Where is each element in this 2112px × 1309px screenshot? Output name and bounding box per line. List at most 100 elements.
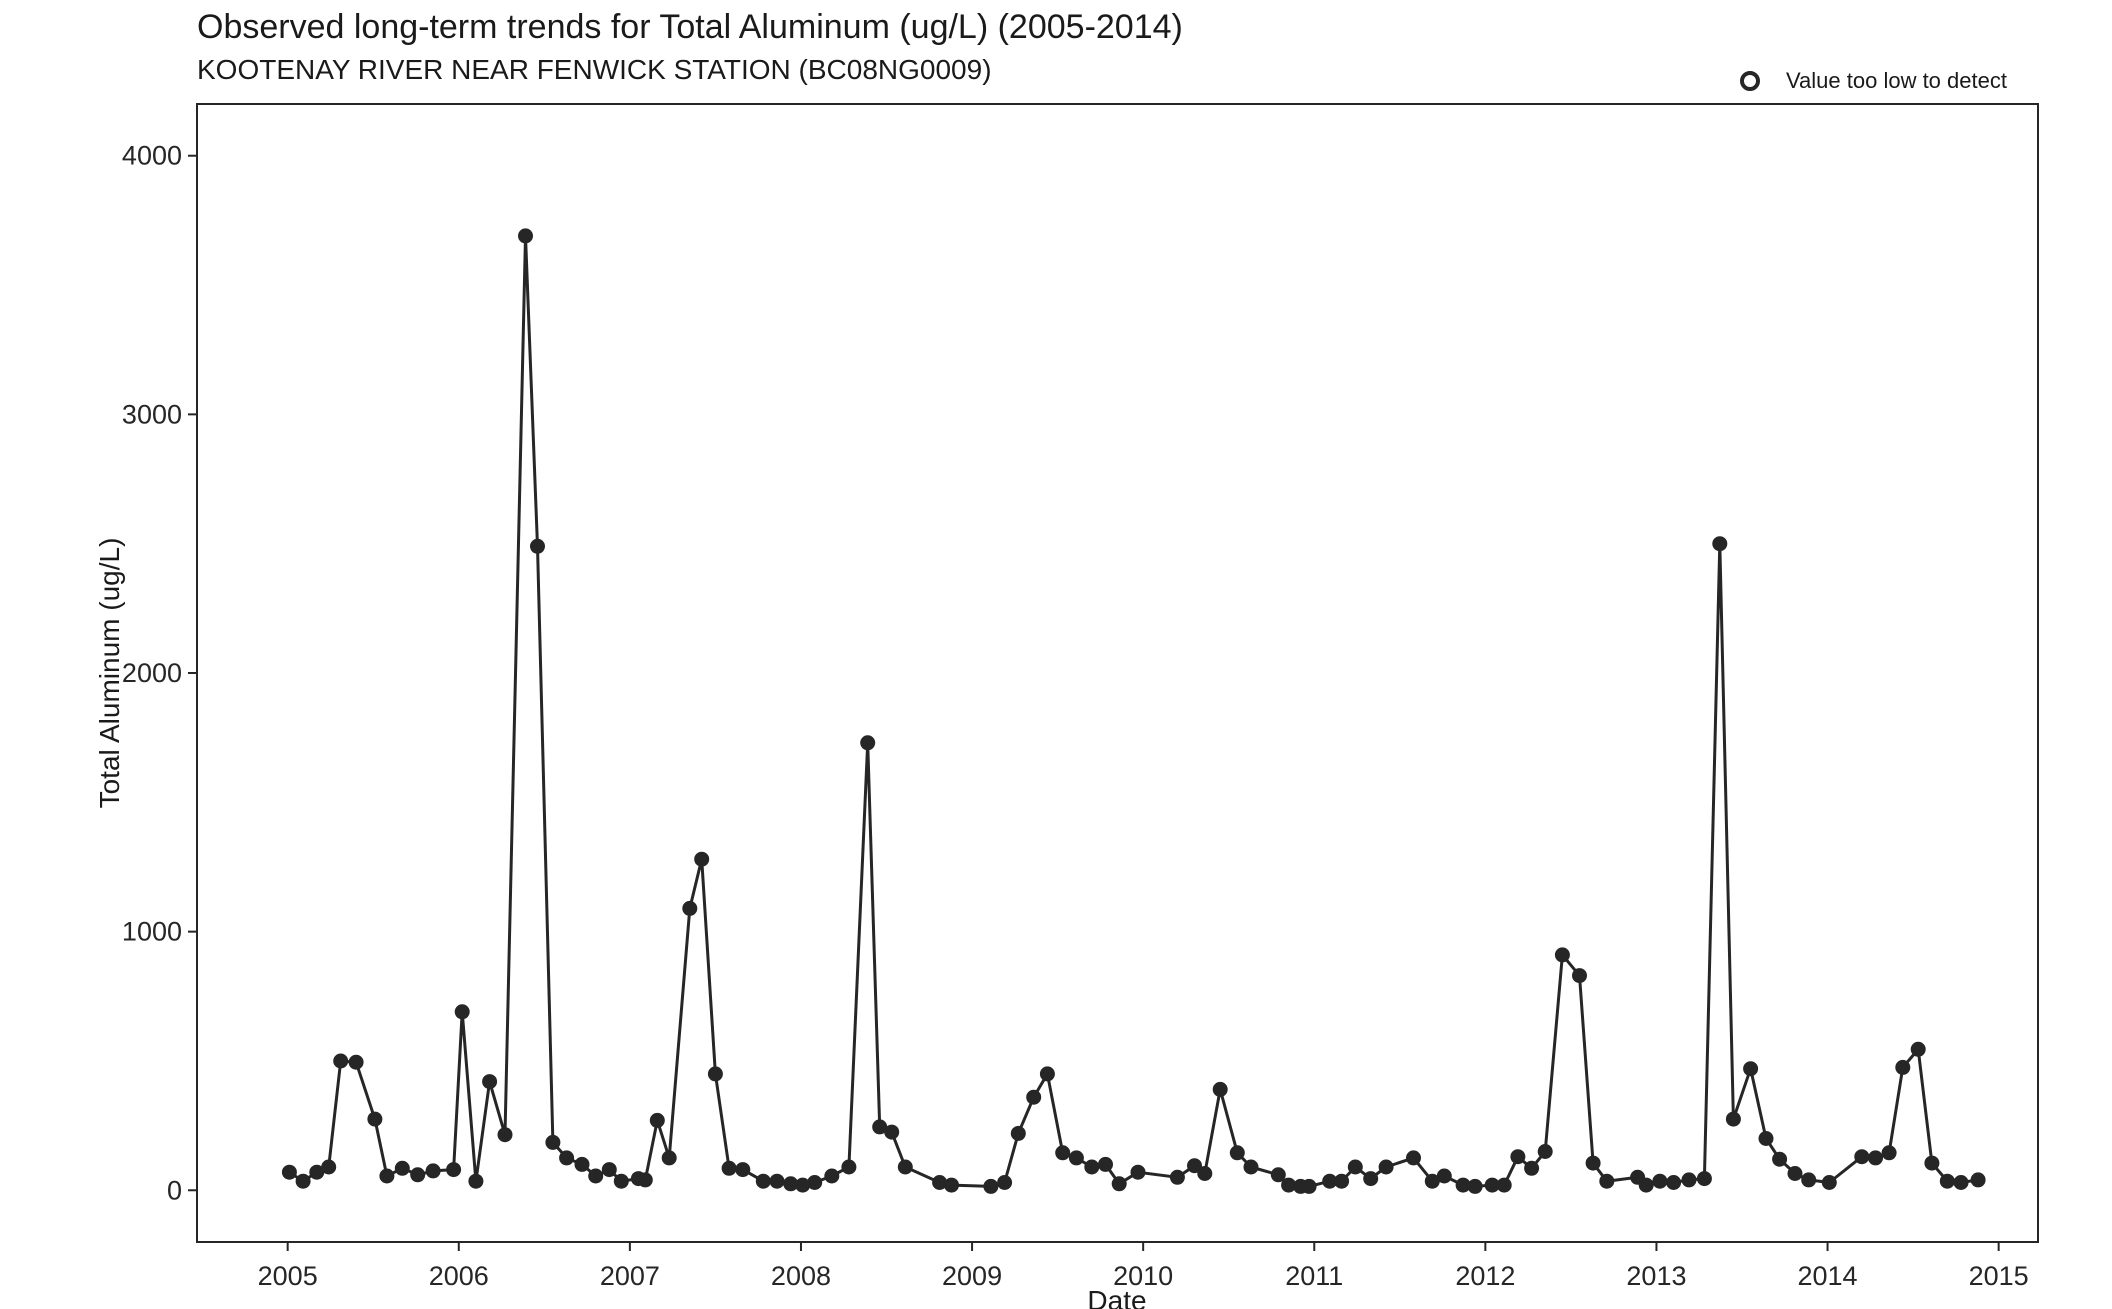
data-point (1895, 1059, 1911, 1075)
legend-label: Value too low to detect (1786, 68, 2007, 93)
data-point (860, 735, 876, 751)
x-tick-label: 2013 (1626, 1261, 1686, 1291)
y-tick-label: 0 (167, 1175, 182, 1205)
data-point (1130, 1164, 1146, 1180)
data-point (1098, 1156, 1113, 1172)
data-point (1572, 968, 1587, 984)
data-point (1111, 1176, 1127, 1192)
legend: Value too low to detect (1740, 66, 2007, 96)
data-point (1436, 1168, 1452, 1184)
data-point (1229, 1145, 1245, 1161)
data-point (454, 1004, 470, 1020)
data-point (446, 1162, 462, 1178)
data-point (807, 1175, 823, 1190)
data-point (735, 1162, 751, 1178)
data-point (1197, 1166, 1213, 1181)
data-point (1666, 1175, 1682, 1190)
data-point (1772, 1151, 1788, 1167)
data-point (1743, 1061, 1759, 1077)
series-line (288, 234, 1979, 1188)
data-point (1212, 1081, 1228, 1097)
y-axis-title: Total Aluminum (ug/L) (94, 538, 125, 809)
data-point (1467, 1178, 1483, 1194)
x-tick-label: 2012 (1455, 1261, 1515, 1291)
x-axis-title: Date (1087, 1285, 1146, 1309)
data-point (1854, 1149, 1870, 1165)
data-point (872, 1119, 888, 1135)
data-point (983, 1178, 999, 1194)
x-tick-label: 2015 (1969, 1261, 2029, 1291)
data-point (841, 1159, 857, 1175)
data-point (682, 900, 698, 916)
chart-subtitle: KOOTENAY RIVER NEAR FENWICK STATION (BC0… (197, 54, 992, 85)
plot-panel (196, 103, 2039, 1243)
data-point (932, 1175, 948, 1190)
data-point (1510, 1149, 1526, 1165)
data-point (425, 1163, 441, 1179)
data-point (1281, 1177, 1297, 1193)
data-point (897, 1159, 913, 1175)
data-point (1010, 1125, 1026, 1141)
data-point (795, 1177, 811, 1193)
data-point (1243, 1159, 1259, 1175)
data-point (1455, 1177, 1471, 1193)
data-point (1868, 1150, 1883, 1166)
data-point (295, 1173, 311, 1189)
data-point (1821, 1175, 1837, 1190)
data-point (1039, 1066, 1055, 1082)
data-point (1599, 1173, 1615, 1189)
x-tick-label: 2008 (771, 1261, 831, 1291)
data-point (1496, 1177, 1512, 1193)
data-point (944, 1177, 959, 1193)
data-point (997, 1175, 1013, 1190)
x-tick-label: 2010 (1113, 1261, 1173, 1291)
data-point (1055, 1145, 1071, 1161)
data-point (482, 1074, 498, 1090)
data-point (1758, 1131, 1774, 1146)
data-point (1970, 1172, 1986, 1188)
data-point (281, 1164, 297, 1180)
data-point (518, 228, 533, 244)
x-tick-label: 2006 (429, 1261, 489, 1291)
x-tick-label: 2014 (1798, 1261, 1858, 1291)
data-point (661, 1150, 677, 1166)
data-point (530, 538, 545, 554)
data-point (394, 1160, 410, 1176)
data-point (649, 1112, 665, 1128)
x-axis: 2005 2006 2007 2008 2009 2010 2011 2012 2013 2014… (258, 1242, 2029, 1291)
data-point (1026, 1089, 1042, 1105)
data-point (769, 1173, 785, 1189)
data-point (1524, 1160, 1540, 1176)
data-point (1881, 1145, 1897, 1161)
data-point (1787, 1166, 1803, 1181)
data-point (333, 1053, 349, 1069)
data-point (1924, 1155, 1940, 1171)
data-point (783, 1176, 799, 1192)
data-point (348, 1054, 364, 1070)
data-point (1801, 1172, 1817, 1188)
data-point (707, 1066, 723, 1082)
data-point (1696, 1171, 1712, 1187)
data-point (1554, 947, 1570, 963)
data-point (367, 1111, 383, 1127)
data-point (545, 1134, 561, 1150)
data-point (1585, 1155, 1601, 1171)
data-point (1681, 1172, 1697, 1188)
open-circle-icon (1740, 71, 1760, 91)
data-point (588, 1168, 604, 1184)
data-point (694, 851, 710, 867)
data-point (1378, 1159, 1394, 1175)
data-point (574, 1156, 590, 1172)
data-point (1301, 1178, 1317, 1194)
data-point (1322, 1173, 1338, 1189)
data-point (1363, 1171, 1379, 1187)
data-point (379, 1168, 395, 1184)
data-point (1953, 1175, 1969, 1190)
data-point (1939, 1173, 1955, 1189)
data-point (637, 1172, 653, 1188)
data-point (1347, 1159, 1363, 1175)
data-point (1187, 1158, 1202, 1174)
data-point (1270, 1167, 1286, 1183)
data-point (1334, 1173, 1350, 1189)
data-point (321, 1159, 337, 1175)
